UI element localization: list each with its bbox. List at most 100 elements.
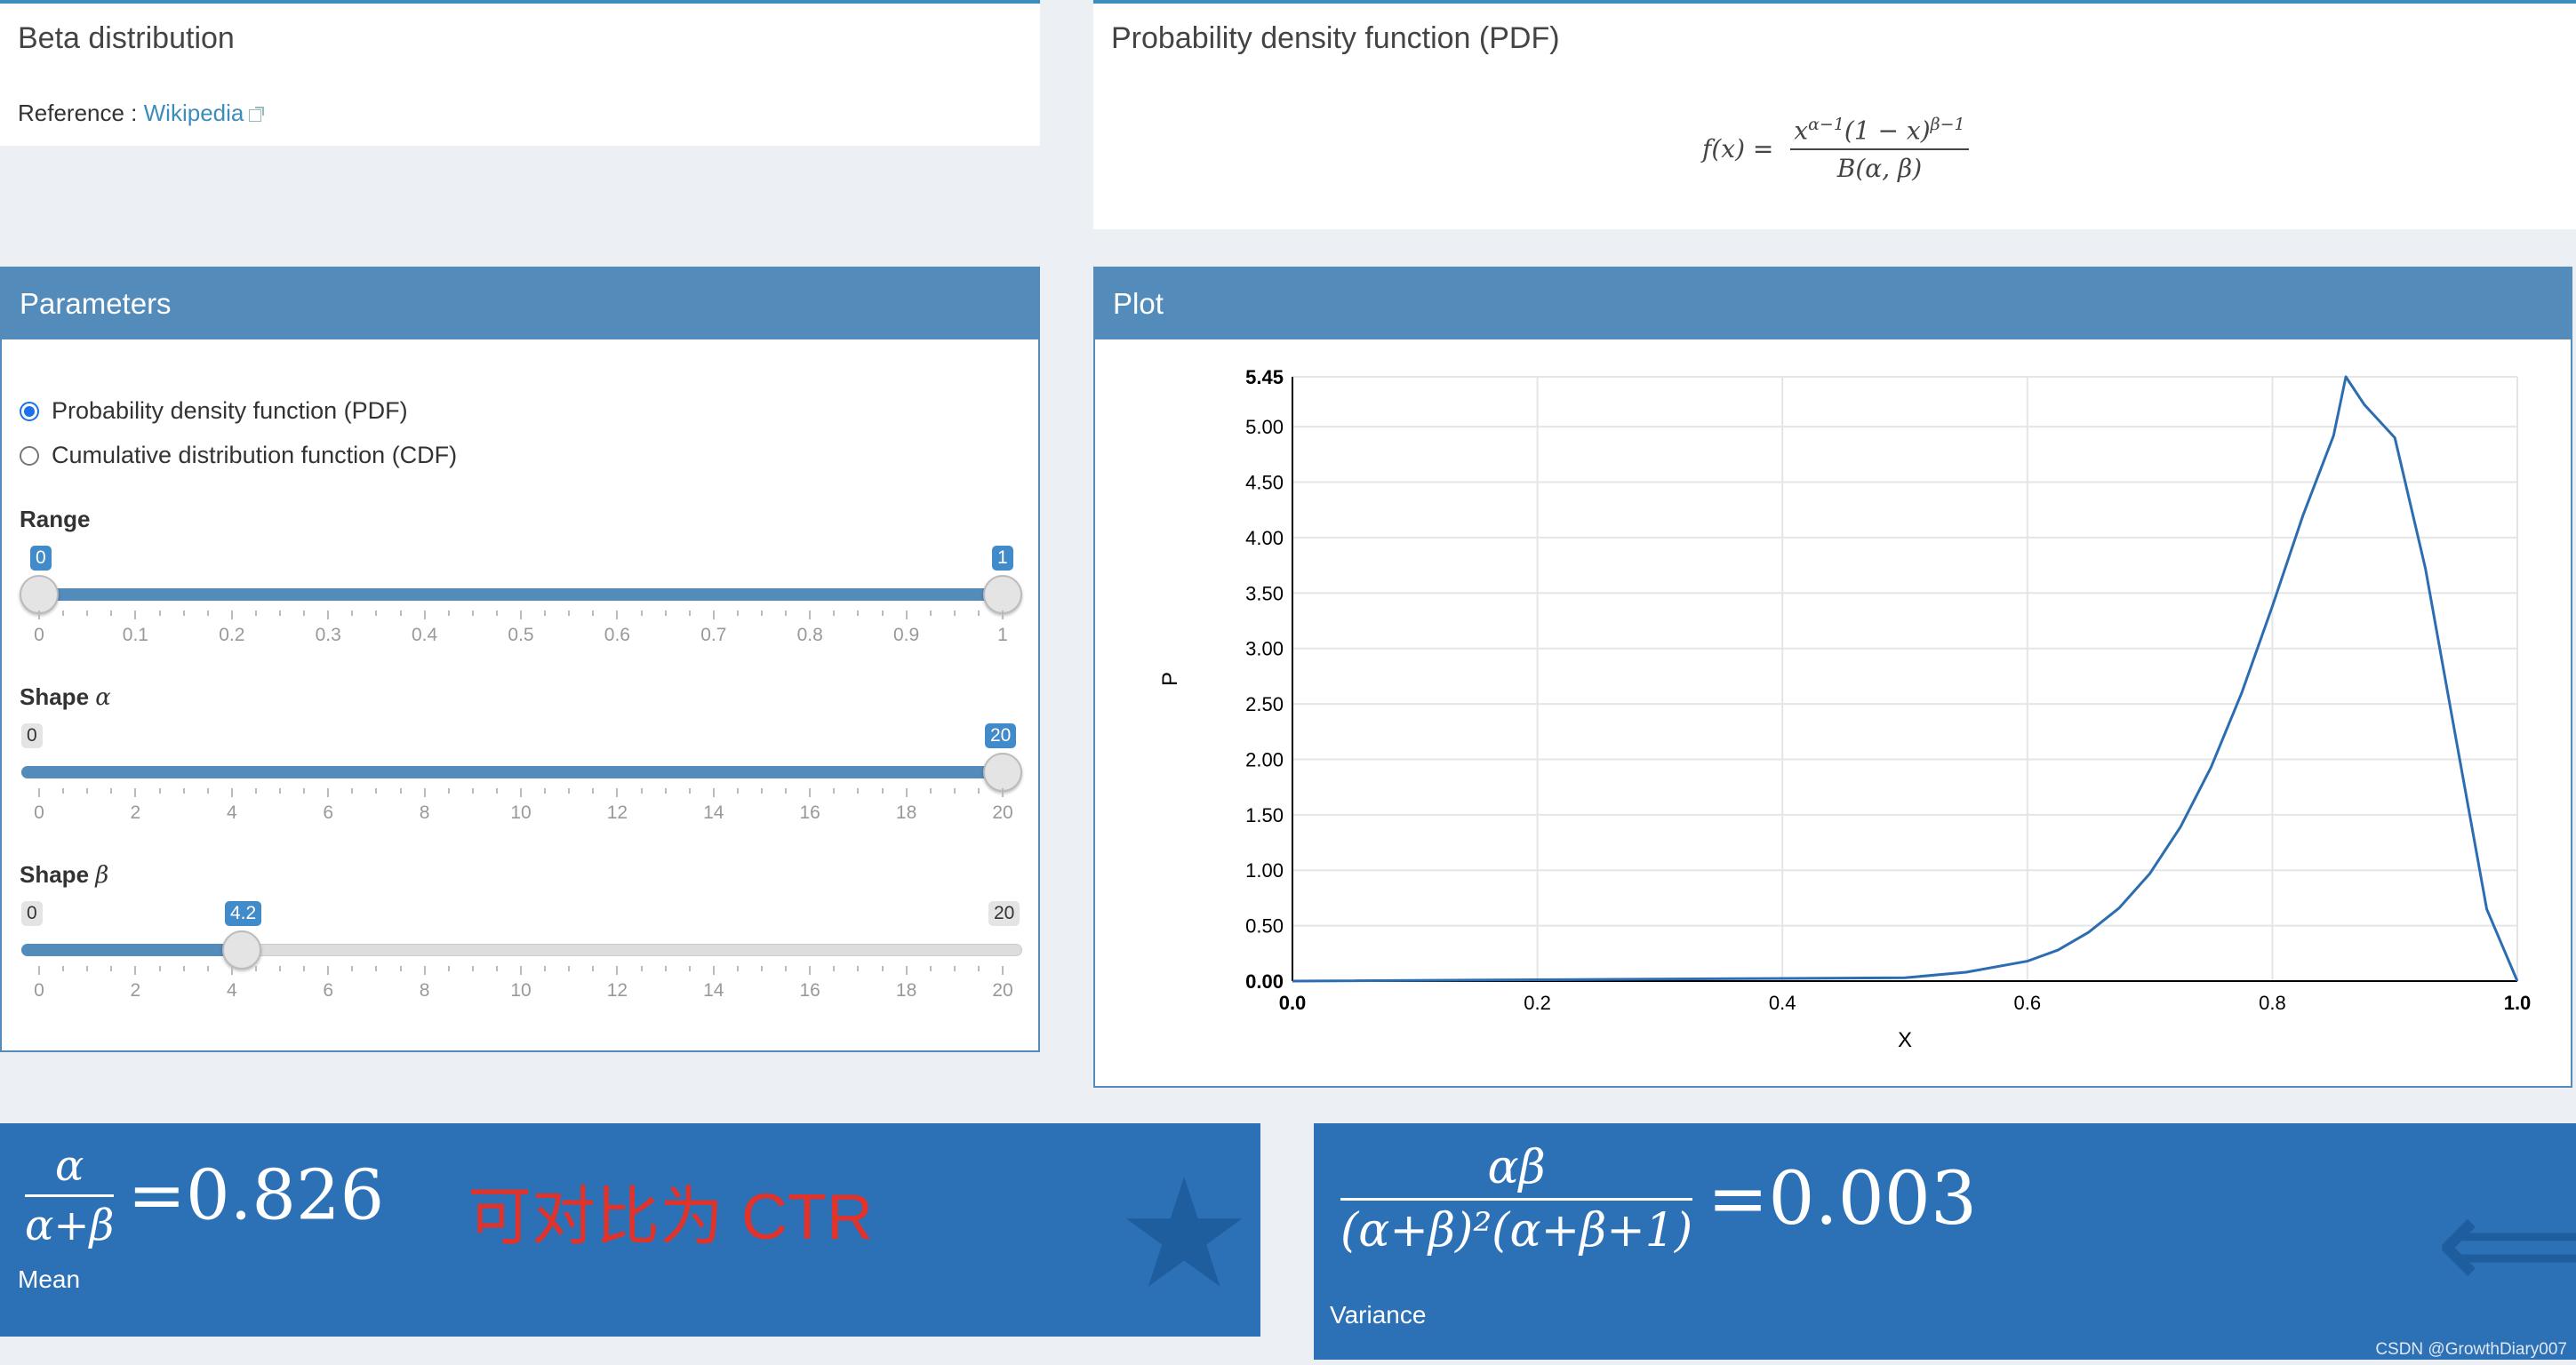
slider-minor-tick [953,788,956,794]
slider-minor-tick [182,788,185,794]
slider-minor-tick [785,788,788,794]
slider-tick-mark [230,788,233,797]
slider-minor-tick [929,788,932,794]
slider-minor-tick [110,788,113,794]
y-tick-label: 4.00 [1245,527,1284,549]
slider-tick-mark [230,611,233,619]
wikipedia-link[interactable]: Wikipedia [143,100,244,126]
slider-tick-label: 10 [510,980,532,1001]
slider-minor-tick [857,611,860,616]
formula-numerator: xα−1(1 − x)β−1 [1790,115,1969,151]
slider-minor-tick [375,966,378,971]
beta-handle[interactable] [222,930,261,970]
slider-tick-label: 14 [703,802,724,823]
slider-tick-label: 0.3 [315,625,341,645]
slider-minor-tick [399,788,402,794]
x-tick-label: 0.8 [2259,992,2286,1014]
slider-minor-tick [351,788,354,794]
slider-minor-tick [375,611,378,616]
slider-minor-tick [86,966,89,971]
slider-minor-tick [881,966,884,971]
reference-label: Reference : [18,100,144,126]
slider-tick-mark [712,966,715,975]
beta-max-badge: 20 [988,901,1020,926]
slider-minor-tick [736,788,739,794]
slider-tick-mark [423,966,426,975]
slider-minor-tick [110,966,113,971]
range-handle-from[interactable] [20,575,59,614]
mean-denominator: α+β [25,1201,115,1250]
slider-minor-tick [182,966,185,971]
slider-minor-tick [206,966,209,971]
slider-tick-mark [809,611,812,619]
slider-minor-tick [447,966,450,971]
beta-label: Shape β [20,861,108,889]
y-tick-label: 5.45 [1245,366,1284,388]
slider-minor-tick [62,966,65,971]
slider-minor-tick [471,611,474,616]
slider-minor-tick [640,788,643,794]
slider-tick-mark [809,966,812,975]
slider-minor-tick [158,788,161,794]
slider-tick-mark [327,788,330,797]
info-box-title: Beta distribution [18,21,235,55]
info-box: Beta distribution Reference : Wikipedia [0,0,1040,146]
radio-cdf[interactable]: Cumulative distribution function (CDF) [20,442,457,469]
slider-minor-tick [447,611,450,616]
ctr-note: 可对比为 CTR [468,1182,873,1253]
slider-minor-tick [375,788,378,794]
slider-tick-label: 0 [34,802,44,823]
x-tick-label: 0.6 [2014,992,2042,1014]
slider-tick-mark [520,611,522,619]
x-tick-label: 1.0 [2504,992,2532,1014]
slider-tick-label: 0.9 [892,625,920,645]
double-arrow-icon: ⟺ [2436,1169,2576,1318]
slider-minor-tick [977,966,980,971]
slider-minor-tick [833,788,836,794]
beta-label-text: Shape [20,861,90,888]
slider-tick-label: 0.1 [122,625,148,645]
mean-fraction: α α+β [25,1141,115,1250]
slider-minor-tick [279,611,281,616]
slider-tick-label: 0.7 [700,625,727,645]
slider-tick-mark [327,966,330,975]
range-label: Range [20,506,91,532]
y-tick-label: 4.50 [1245,472,1284,494]
x-tick-label: 0.4 [1769,992,1796,1014]
range-handle-to[interactable] [983,575,1022,614]
radio-cdf-button[interactable] [20,445,39,466]
slider-minor-tick [664,611,667,616]
slider-tick-mark [134,611,137,619]
variance-denominator: (α+β)²(α+β+1) [1340,1204,1693,1257]
alpha-label-text: Shape [20,683,90,710]
slider-tick-label: 0 [34,625,44,645]
slider-minor-tick [303,611,306,616]
beta-fill [21,944,242,956]
slider-minor-tick [761,788,763,794]
x-tick-label: 0.0 [1279,992,1307,1014]
slider-minor-tick [471,966,474,971]
parameters-header: Parameters [2,268,1038,339]
slider-tick-mark [616,966,619,975]
slider-minor-tick [399,966,402,971]
radio-pdf[interactable]: Probability density function (PDF) [20,397,408,425]
variance-numerator: αβ [1340,1141,1693,1201]
slider-tick-label: 16 [799,802,820,823]
y-tick-label: 5.00 [1245,416,1284,438]
mean-formula: α α+β =0.826 [25,1141,384,1250]
radio-pdf-button[interactable] [20,401,39,421]
alpha-handle[interactable] [983,753,1022,792]
star-icon: ★ [1116,1150,1252,1319]
slider-tick-label: 0 [34,980,44,1001]
slider-minor-tick [254,788,257,794]
slider-minor-tick [688,966,691,971]
pdf-box-title: Probability density function (PDF) [1111,21,1560,55]
y-tick-label: 3.50 [1245,582,1284,604]
slider-minor-tick [206,611,209,616]
slider-minor-tick [279,966,281,971]
slider-minor-tick [833,966,836,971]
slider-tick-label: 10 [510,802,532,823]
slider-tick-mark [423,611,426,619]
plot-panel: Plot 0.0 0.2 0.4 0.6 0.8 1.0 0.00 0.50 1.00 1.50 2… [1093,267,2572,1088]
slider-tick-mark [38,788,40,797]
